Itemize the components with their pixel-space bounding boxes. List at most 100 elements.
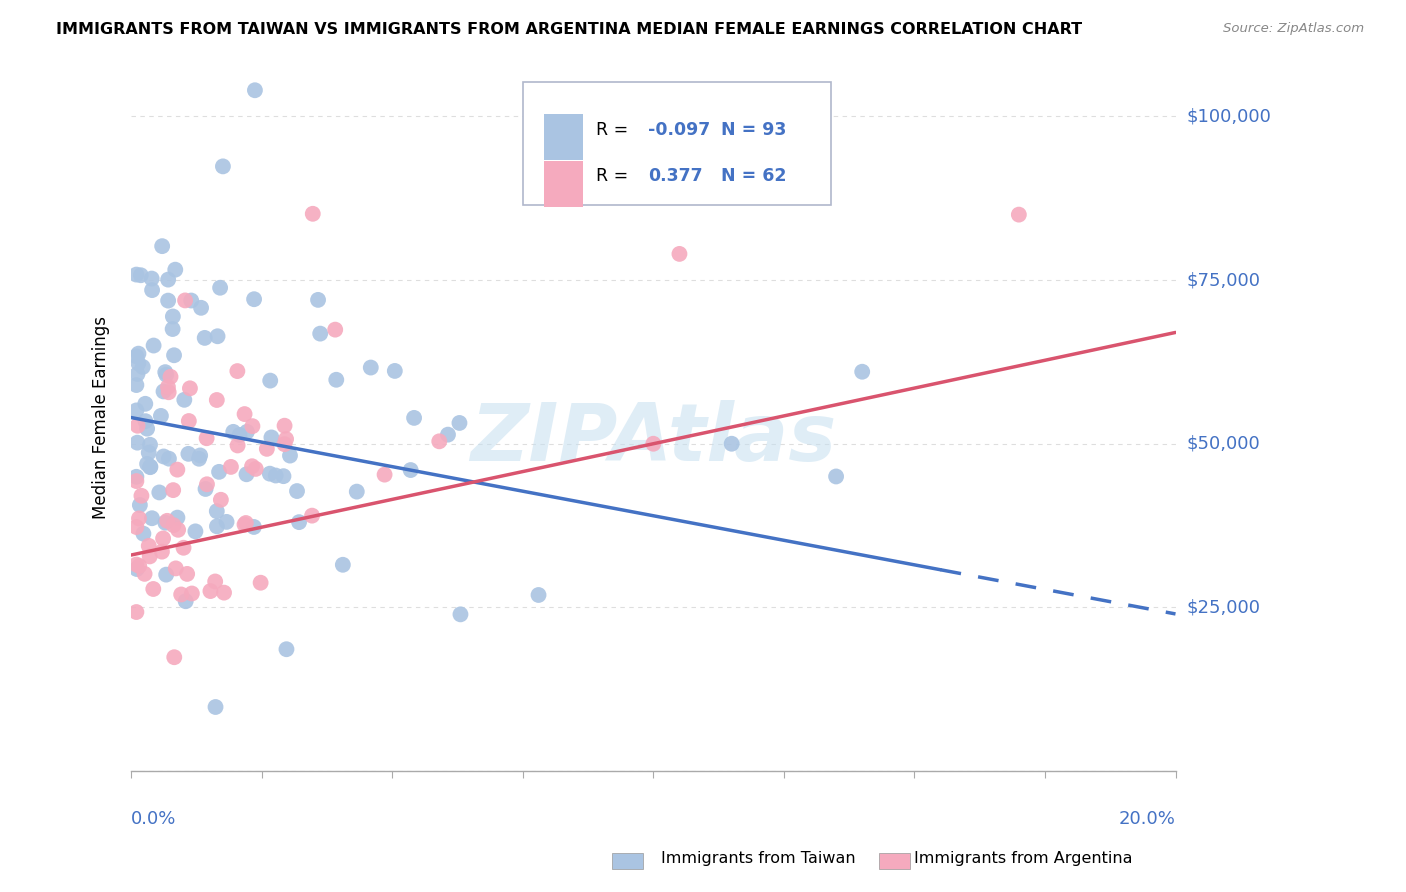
Point (142, 582, 165, 596)
Point (200, 584, 222, 599)
Point (668, 247, 690, 261)
Point (228, 428, 250, 442)
Text: $100,000: $100,000 (1187, 107, 1271, 126)
Point (162, 310, 184, 324)
FancyBboxPatch shape (544, 113, 583, 160)
Point (141, 271, 163, 285)
Point (125, 520, 148, 534)
Point (233, 407, 256, 421)
Point (233, 517, 256, 532)
Point (285, 484, 308, 499)
Point (404, 410, 426, 425)
Point (259, 467, 281, 481)
Point (163, 348, 186, 362)
FancyBboxPatch shape (544, 161, 583, 208)
Point (156, 380, 179, 394)
Point (127, 435, 149, 450)
Point (195, 431, 218, 445)
Text: N = 93: N = 93 (721, 120, 786, 138)
Point (152, 450, 174, 464)
Point (188, 449, 211, 463)
Point (128, 511, 150, 525)
Point (851, 365, 873, 379)
Point (190, 301, 212, 315)
Point (226, 438, 249, 452)
Point (157, 385, 180, 400)
Point (152, 384, 174, 399)
Point (243, 292, 266, 306)
Point (235, 467, 257, 482)
Point (139, 460, 162, 475)
Text: 0.0%: 0.0% (131, 810, 177, 828)
Point (157, 451, 180, 466)
Point (138, 549, 160, 564)
Point (245, 462, 267, 476)
Point (173, 541, 195, 555)
Point (205, 392, 228, 407)
Point (288, 515, 311, 529)
Point (157, 293, 180, 308)
Point (209, 492, 232, 507)
Point (163, 650, 186, 665)
Point (360, 360, 382, 375)
Point (134, 566, 156, 581)
Point (212, 585, 235, 599)
Point (141, 283, 163, 297)
Point (177, 447, 200, 461)
Text: $25,000: $25,000 (1187, 599, 1261, 616)
Point (276, 642, 298, 657)
Point (180, 293, 202, 308)
Point (139, 459, 162, 474)
Point (125, 562, 148, 576)
Point (125, 350, 148, 364)
Point (427, 434, 450, 449)
Point (243, 520, 266, 534)
Point (136, 457, 159, 471)
Text: ZIPAtlas: ZIPAtlas (470, 400, 837, 478)
Point (399, 463, 422, 477)
Point (174, 594, 197, 608)
Point (374, 467, 396, 482)
Point (215, 515, 238, 529)
Point (138, 539, 160, 553)
Point (273, 469, 295, 483)
Point (141, 511, 163, 525)
Point (643, 436, 665, 450)
Text: Source: ZipAtlas.com: Source: ZipAtlas.com (1223, 22, 1364, 36)
Point (166, 510, 188, 524)
Point (125, 403, 148, 417)
Point (226, 364, 249, 378)
Point (155, 567, 177, 582)
Text: R =: R = (596, 168, 628, 186)
Point (274, 432, 297, 446)
Point (527, 588, 550, 602)
Point (240, 459, 263, 474)
Point (384, 364, 406, 378)
Point (259, 374, 281, 388)
Point (150, 544, 173, 558)
Point (125, 558, 148, 572)
Point (152, 532, 174, 546)
Point (194, 331, 217, 345)
Text: IMMIGRANTS FROM TAIWAN VS IMMIGRANTS FROM ARGENTINA MEDIAN FEMALE EARNINGS CORRE: IMMIGRANTS FROM TAIWAN VS IMMIGRANTS FRO… (56, 22, 1083, 37)
Text: Immigrants from Taiwan: Immigrants from Taiwan (661, 851, 855, 865)
Text: Immigrants from Argentina: Immigrants from Argentina (914, 851, 1132, 865)
Text: R =: R = (596, 120, 628, 138)
Point (142, 338, 165, 352)
Point (205, 519, 228, 533)
Point (159, 369, 181, 384)
Point (180, 586, 202, 600)
Point (209, 281, 232, 295)
Point (825, 469, 848, 483)
Text: -0.097: -0.097 (648, 120, 710, 138)
Point (1008, 208, 1031, 222)
Point (173, 392, 195, 407)
Point (207, 329, 229, 343)
Point (219, 459, 242, 474)
Point (208, 465, 231, 479)
Text: $50,000: $50,000 (1187, 434, 1260, 453)
Point (256, 442, 278, 456)
Point (301, 508, 323, 523)
Point (165, 561, 187, 575)
Point (125, 605, 148, 619)
